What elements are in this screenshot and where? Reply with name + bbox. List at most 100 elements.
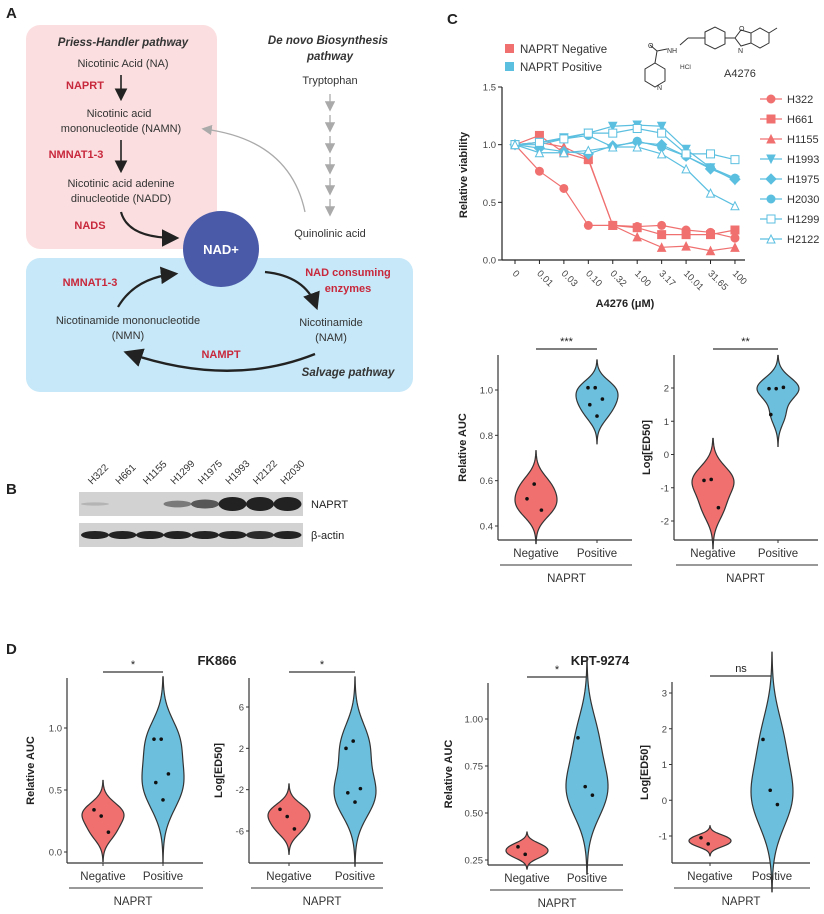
data-point: [730, 200, 740, 211]
blot-band: [191, 531, 219, 539]
violin-positive: [565, 658, 609, 875]
pathway-diagram: Priess-Handler pathway Nicotinic Acid (N…: [26, 25, 413, 392]
data-point: [161, 798, 165, 802]
data-point: [681, 163, 691, 174]
data-point: [632, 124, 642, 134]
violin-chart: KPT-9274 0.25 0.50 0.75 1.00 Relative AUC Nega…: [443, 653, 630, 910]
lane-label: H2122: [251, 458, 280, 487]
legend-marker: [766, 154, 776, 165]
data-point: [657, 230, 667, 240]
y-tick-label: 1: [664, 417, 669, 428]
data-point: [607, 141, 618, 152]
legend-marker: [766, 94, 776, 104]
violin-negative: [691, 437, 735, 550]
x-tick-label: 31.65: [705, 268, 730, 293]
legend-label: H1299: [787, 214, 819, 226]
x-tick-label: 0.10: [583, 268, 604, 289]
namn-line2: mononucleotide (NAMN): [61, 123, 181, 135]
y-tick-label: 0.5: [49, 786, 62, 797]
data-point: [706, 163, 716, 173]
y-axis-label: Log[ED50]: [213, 743, 225, 798]
atom-o: O: [648, 43, 654, 50]
blot-band: [163, 531, 192, 539]
legend-marker: [766, 233, 776, 244]
arrow-icon: [117, 266, 179, 308]
data-point: [730, 173, 740, 183]
x-axis-label: A4276 (μM): [596, 298, 655, 310]
data-point: [656, 148, 667, 159]
group-legend-swatch: [505, 44, 514, 53]
y-tick-label: 0.25: [465, 856, 484, 867]
legend-marker: [766, 114, 776, 124]
legend-label: H322: [787, 94, 813, 106]
data-point: [761, 737, 765, 742]
western-blot: H322 H661 H1155 H1299H1975H1993H2122H2030NA…: [79, 458, 348, 547]
data-point: [681, 230, 691, 240]
data-point: [656, 242, 667, 252]
series-H1155: [510, 137, 740, 256]
x-tick-label: Negative: [513, 548, 558, 560]
violin-chart: FK866 0.0 0.5 1.0 Relative AUC Negative Positi…: [25, 653, 237, 908]
y-tick-label: -1: [659, 832, 667, 843]
data-point: [583, 145, 594, 155]
data-point: [730, 233, 740, 243]
data-point: [632, 231, 643, 242]
arrow-icon: [264, 270, 320, 311]
violin-positive: [756, 354, 800, 448]
legend-marker: [766, 194, 776, 204]
series-line: [514, 127, 736, 161]
pyridine-ring: [644, 62, 666, 88]
y-tick-label: 6: [239, 703, 244, 714]
violin-positive: [575, 359, 619, 445]
significance-label: *: [555, 664, 560, 676]
data-point: [600, 397, 605, 401]
data-point: [344, 746, 348, 751]
arrow-icon: [123, 348, 316, 372]
enzyme-nads: NADS: [74, 220, 105, 232]
legend-label: H2030: [787, 194, 819, 206]
data-point: [709, 477, 713, 482]
series-H2122: [510, 139, 740, 211]
blot-band: [81, 502, 109, 506]
legend-label: H661: [787, 114, 813, 126]
data-point: [534, 166, 544, 176]
violin-positive: [141, 676, 185, 863]
data-point: [166, 772, 171, 776]
data-point: [353, 800, 357, 804]
salvage-title: Salvage pathway: [302, 367, 395, 379]
data-point: [730, 242, 740, 252]
data-point: [358, 786, 363, 791]
data-point: [730, 155, 740, 165]
data-point: [774, 386, 778, 391]
y-tick-label: 1.5: [483, 83, 496, 94]
data-point: [559, 147, 569, 158]
lane-label: H661: [114, 462, 139, 487]
atom-nh: NH: [667, 48, 677, 55]
lane-label: H1993: [224, 458, 253, 487]
data-point: [657, 128, 667, 138]
blot-band: [108, 531, 137, 539]
data-point: [775, 802, 780, 807]
nicotinic-acid: Nicotinic Acid (NA): [77, 58, 168, 70]
y-axis-label: Log[ED50]: [639, 745, 651, 800]
tryptophan: Tryptophan: [302, 75, 357, 87]
data-point: [705, 245, 716, 256]
violin-negative: [688, 825, 732, 857]
blot-band: [136, 531, 164, 539]
data-point: [583, 220, 593, 230]
data-point: [106, 830, 111, 834]
data-point: [699, 835, 703, 840]
data-point: [632, 141, 643, 152]
y-tick-label: 1.0: [483, 140, 496, 151]
nam-line2: (NAM): [315, 332, 347, 344]
data-point: [346, 790, 350, 795]
data-point: [351, 739, 356, 743]
data-point: [159, 737, 163, 741]
data-point: [716, 505, 721, 510]
y-tick-label: 0.0: [49, 848, 62, 859]
data-point: [586, 385, 590, 390]
significance-label: *: [320, 659, 325, 671]
x-tick-label: 0.32: [608, 268, 629, 289]
y-tick-label: 0.5: [483, 198, 496, 209]
